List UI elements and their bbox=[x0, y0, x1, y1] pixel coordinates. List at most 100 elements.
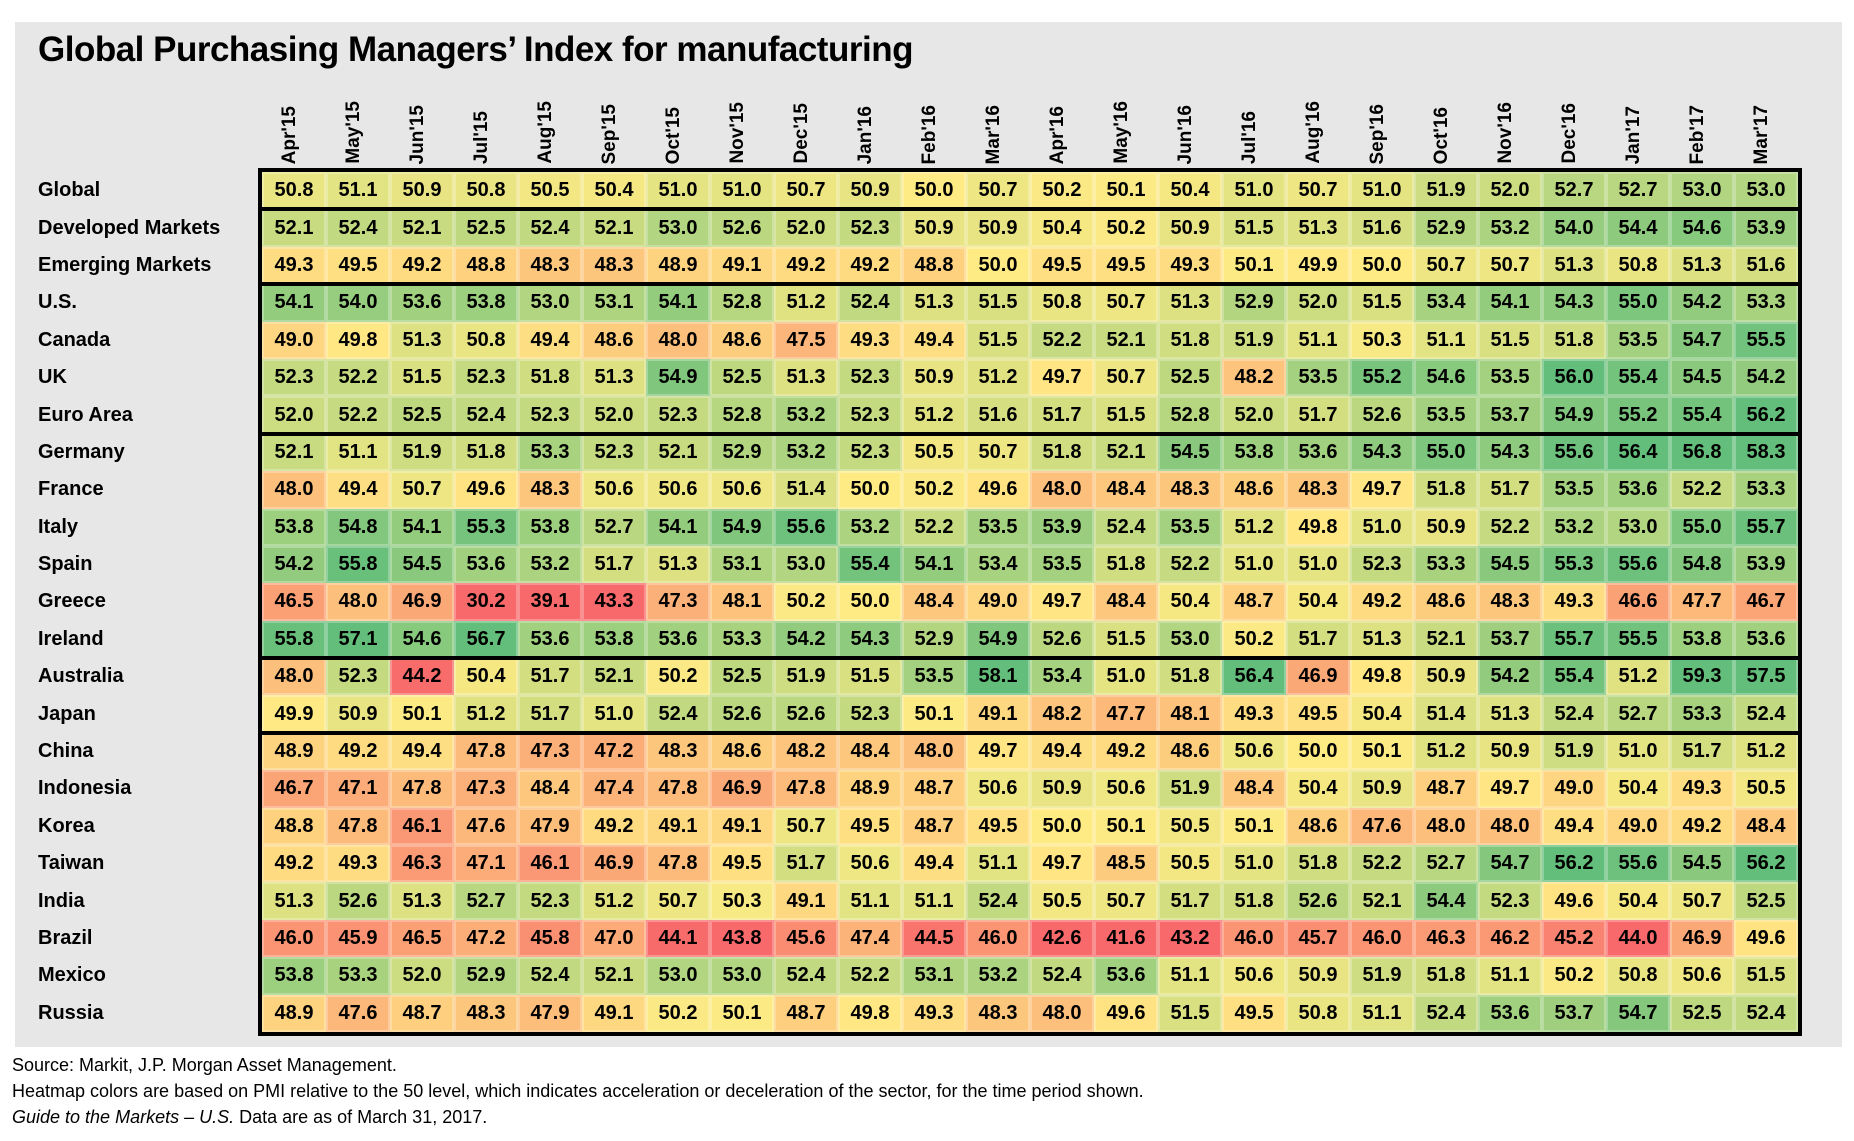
heatmap-cell: 51.8 bbox=[1414, 957, 1478, 995]
heatmap-cell: 52.5 bbox=[710, 658, 774, 696]
heatmap-cell: 53.6 bbox=[454, 545, 518, 584]
heatmap-cell: 51.3 bbox=[1286, 209, 1350, 247]
heatmap-cell: 53.9 bbox=[1030, 508, 1094, 546]
heatmap-cell: 50.7 bbox=[774, 807, 838, 846]
heatmap-cell: 55.4 bbox=[1606, 358, 1670, 397]
column-header-month-label: Jan'16 bbox=[854, 105, 876, 164]
heatmap-cell: 50.5 bbox=[1158, 845, 1222, 883]
heatmap-cell: 49.1 bbox=[966, 695, 1030, 733]
heatmap-cell: 51.4 bbox=[774, 471, 838, 509]
heatmap-cell: 48.9 bbox=[646, 246, 710, 285]
heatmap-cell: 53.2 bbox=[1542, 508, 1606, 546]
heatmap-cell: 52.4 bbox=[518, 209, 582, 247]
heatmap-cell: 50.9 bbox=[1286, 957, 1350, 995]
column-header-month: Jun'16 bbox=[1154, 46, 1218, 164]
heatmap-cell: 55.4 bbox=[1542, 658, 1606, 696]
heatmap-cell: 53.8 bbox=[262, 957, 326, 995]
heatmap-cell: 49.4 bbox=[1030, 732, 1094, 771]
heatmap-cell: 46.3 bbox=[1414, 919, 1478, 958]
heatmap-cell: 54.0 bbox=[326, 284, 390, 322]
heatmap-cell: 59.3 bbox=[1670, 658, 1734, 696]
heatmap-cell: 48.2 bbox=[1030, 695, 1094, 733]
heatmap-cell: 49.8 bbox=[326, 321, 390, 359]
heatmap-cell: 50.8 bbox=[454, 172, 518, 210]
heatmap-cell: 46.3 bbox=[390, 845, 454, 883]
heatmap-cell: 52.3 bbox=[838, 433, 902, 472]
heatmap-cell: 54.9 bbox=[646, 358, 710, 397]
heatmap-cell: 48.0 bbox=[1030, 994, 1094, 1032]
heatmap-cell: 48.8 bbox=[454, 246, 518, 285]
heatmap-cell: 52.4 bbox=[774, 957, 838, 995]
heatmap-cell: 52.9 bbox=[902, 620, 966, 659]
heatmap-cell: 48.7 bbox=[774, 994, 838, 1032]
heatmap-cell: 48.6 bbox=[582, 321, 646, 359]
heatmap-cell: 51.3 bbox=[390, 321, 454, 359]
heatmap-cell: 52.7 bbox=[1414, 845, 1478, 883]
heatmap-cell: 51.9 bbox=[1158, 770, 1222, 808]
column-header-month: Mar'17 bbox=[1730, 46, 1794, 164]
heatmap-cell: 46.1 bbox=[390, 807, 454, 846]
heatmap-cell: 48.4 bbox=[1094, 583, 1158, 621]
heatmap-cell: 51.8 bbox=[1286, 845, 1350, 883]
heatmap-cell: 54.2 bbox=[1734, 358, 1798, 397]
heatmap-cell: 52.4 bbox=[646, 695, 710, 733]
heatmap-cell: 54.9 bbox=[966, 620, 1030, 659]
heatmap-cell: 50.6 bbox=[1094, 770, 1158, 808]
heatmap-cell: 55.6 bbox=[1606, 845, 1670, 883]
heatmap-cell: 58.1 bbox=[966, 658, 1030, 696]
heatmap-cell: 48.4 bbox=[838, 732, 902, 771]
column-header-month-label: Apr'16 bbox=[1046, 105, 1068, 164]
column-header-month-label: Aug'15 bbox=[534, 101, 556, 164]
heatmap-cell: 51.5 bbox=[1222, 209, 1286, 247]
column-header-month: Aug'15 bbox=[514, 46, 578, 164]
column-header-month: Sep'15 bbox=[578, 46, 642, 165]
heatmap-cell: 47.8 bbox=[390, 770, 454, 808]
heatmap-cell: 50.9 bbox=[1158, 209, 1222, 247]
heatmap-cell: 51.6 bbox=[1350, 209, 1414, 247]
heatmap-cell: 49.0 bbox=[1606, 807, 1670, 846]
heatmap-cell: 53.7 bbox=[1478, 620, 1542, 659]
heatmap-cell: 50.5 bbox=[1030, 882, 1094, 920]
heatmap-cell: 48.3 bbox=[1158, 471, 1222, 509]
heatmap-cell: 51.2 bbox=[1222, 508, 1286, 546]
chart-title: Global Purchasing Managers’ Index for ma… bbox=[38, 30, 913, 69]
heatmap-cell: 48.7 bbox=[902, 807, 966, 846]
column-header-month-label: Jul'16 bbox=[1238, 110, 1260, 164]
heatmap-cell: 53.3 bbox=[1414, 545, 1478, 584]
heatmap-cell: 43.2 bbox=[1158, 919, 1222, 958]
heatmap-cell: 52.0 bbox=[1478, 172, 1542, 210]
heatmap-cell: 53.8 bbox=[262, 508, 326, 546]
heatmap-cell: 50.4 bbox=[1606, 770, 1670, 808]
heatmap-cell: 47.3 bbox=[454, 770, 518, 808]
heatmap-cell: 48.3 bbox=[966, 994, 1030, 1032]
heatmap-cell: 55.2 bbox=[1350, 358, 1414, 397]
heatmap-cell: 50.1 bbox=[710, 994, 774, 1032]
heatmap-cell: 48.6 bbox=[710, 321, 774, 359]
heatmap-cell: 54.5 bbox=[1670, 358, 1734, 397]
heatmap-cell: 49.6 bbox=[966, 471, 1030, 509]
heatmap-cell: 48.3 bbox=[1286, 471, 1350, 509]
heatmap-cell: 44.2 bbox=[390, 658, 454, 696]
heatmap-cell: 52.9 bbox=[1222, 284, 1286, 322]
heatmap-cell: 52.8 bbox=[1158, 396, 1222, 434]
heatmap-cell: 51.0 bbox=[1222, 845, 1286, 883]
heatmap-cell: 49.5 bbox=[326, 246, 390, 285]
column-header-month: Aug'16 bbox=[1282, 46, 1346, 164]
column-header-month-label: Sep'16 bbox=[1366, 103, 1388, 165]
heatmap-cell: 49.1 bbox=[710, 246, 774, 285]
heatmap-cell: 53.5 bbox=[1606, 321, 1670, 359]
footer-gtm-line: Guide to the Markets – U.S. Data are as … bbox=[12, 1104, 1712, 1130]
heatmap-cell: 46.7 bbox=[1734, 583, 1798, 621]
heatmap-cell: 54.7 bbox=[1606, 994, 1670, 1032]
heatmap-cell: 48.1 bbox=[710, 583, 774, 621]
heatmap-cell: 52.1 bbox=[646, 433, 710, 472]
column-header-month-label: Jun'15 bbox=[406, 104, 428, 164]
heatmap-cell: 47.9 bbox=[518, 994, 582, 1032]
footer-heatmap-note: Heatmap colors are based on PMI relative… bbox=[12, 1081, 1144, 1101]
heatmap-cell: 50.5 bbox=[1158, 807, 1222, 846]
heatmap-cell: 52.6 bbox=[1350, 396, 1414, 434]
heatmap-cell: 52.4 bbox=[454, 396, 518, 434]
heatmap-cell: 52.3 bbox=[518, 882, 582, 920]
heatmap-cell: 50.3 bbox=[710, 882, 774, 920]
heatmap-cell: 53.2 bbox=[838, 508, 902, 546]
